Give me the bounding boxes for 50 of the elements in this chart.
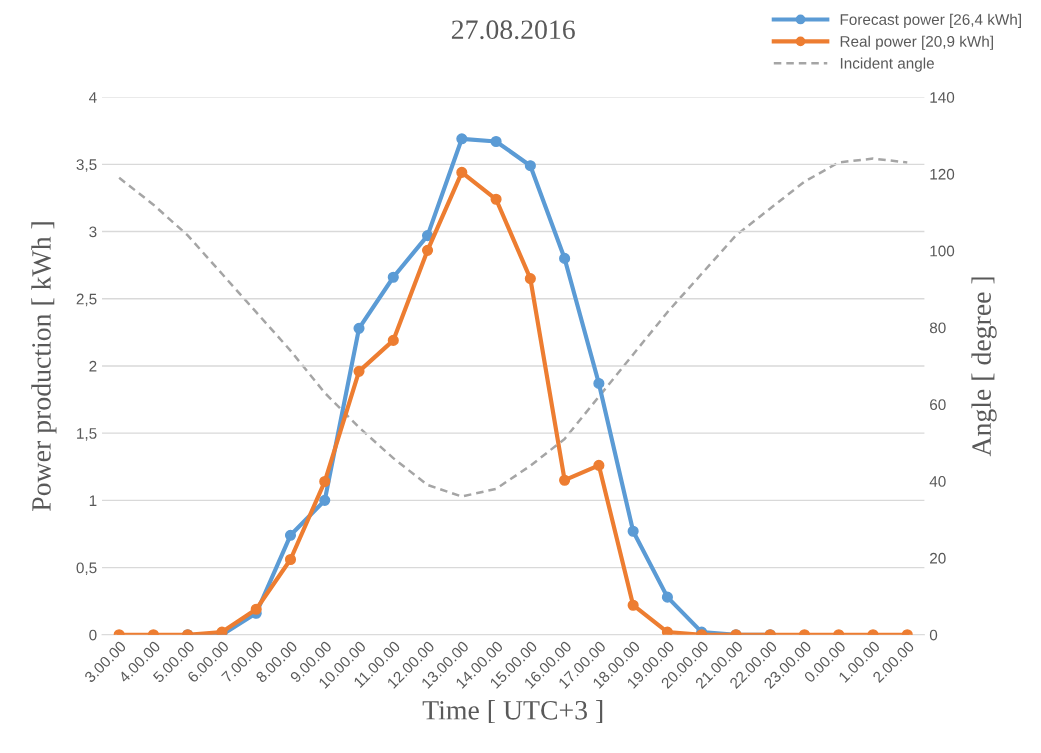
y-tick-label: 0,5 bbox=[76, 562, 97, 576]
point bbox=[353, 365, 365, 377]
y2-tick-label: 100 bbox=[930, 245, 955, 257]
point bbox=[593, 459, 605, 471]
y2-axis-title: Angle [ degree ] bbox=[971, 277, 997, 457]
point bbox=[490, 135, 502, 148]
point bbox=[387, 334, 399, 346]
point bbox=[627, 525, 639, 537]
chart-title: 27.08.2016 bbox=[451, 20, 575, 40]
point bbox=[490, 193, 502, 205]
point bbox=[627, 599, 639, 611]
y-tick-label: 3 bbox=[89, 226, 97, 238]
point bbox=[353, 322, 365, 334]
point bbox=[559, 474, 571, 486]
line-series bbox=[117, 157, 909, 498]
y2-tick-label: 20 bbox=[930, 552, 946, 564]
point bbox=[319, 494, 331, 506]
legend-label: Incident angle bbox=[840, 57, 934, 72]
y-axis-title: Power production [ kWh ] bbox=[31, 222, 57, 511]
point bbox=[593, 377, 605, 389]
y2-tick-label: 140 bbox=[930, 92, 955, 103]
y2-tick-label: 0 bbox=[929, 629, 938, 641]
y-tick-label: 3,5 bbox=[76, 159, 97, 172]
y2-tick-label: 40 bbox=[929, 476, 946, 487]
point bbox=[387, 271, 399, 283]
point bbox=[319, 475, 331, 488]
y2-tick-label: 120 bbox=[930, 168, 955, 180]
point bbox=[421, 244, 434, 256]
point bbox=[661, 626, 673, 635]
point bbox=[456, 133, 468, 145]
y-tick-label: 0 bbox=[89, 629, 97, 641]
point bbox=[421, 230, 434, 242]
y-tick-label: 2 bbox=[89, 360, 97, 372]
point bbox=[456, 166, 468, 178]
point bbox=[524, 160, 536, 172]
point bbox=[524, 273, 536, 285]
x-axis-title: Time [ UTC+3 ] bbox=[422, 700, 603, 724]
point bbox=[559, 252, 571, 264]
y-tick-label: 1 bbox=[89, 495, 97, 506]
point bbox=[661, 591, 673, 603]
point bbox=[284, 529, 297, 541]
y-tick-label: 2,5 bbox=[76, 293, 97, 307]
legend-label: Real power [20,9 kWh] bbox=[840, 35, 993, 50]
point bbox=[284, 553, 297, 566]
y2-tick-label: 80 bbox=[929, 322, 946, 334]
y-tick-label: 1,5 bbox=[77, 428, 97, 441]
legend-label: Forecast power [26,4 kWh] bbox=[840, 13, 1021, 28]
y2-tick-label: 60 bbox=[930, 399, 946, 411]
y-tick-label: 4 bbox=[89, 92, 97, 103]
point bbox=[250, 603, 262, 615]
